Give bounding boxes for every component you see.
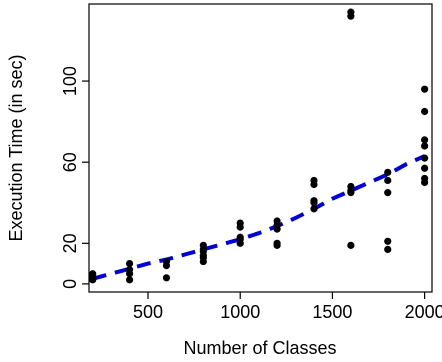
data-points-layer — [89, 8, 429, 284]
data-point — [347, 8, 355, 16]
data-point — [384, 237, 392, 245]
data-point — [421, 164, 429, 172]
x-axis-title: Number of Classes — [183, 338, 336, 358]
data-point — [162, 257, 171, 266]
data-point — [125, 266, 134, 274]
trend-line-layer — [92, 154, 426, 281]
data-point — [89, 270, 97, 278]
x-tick-label: 1000 — [220, 302, 260, 322]
y-axis-title: Execution Time (in sec) — [6, 54, 26, 241]
data-point — [236, 233, 244, 241]
data-point — [199, 241, 207, 249]
x-tick-label: 2000 — [405, 302, 442, 322]
x-tick-label: 500 — [133, 302, 163, 322]
data-point — [125, 276, 134, 284]
data-point — [125, 260, 134, 268]
y-tick-label: 20 — [60, 233, 80, 253]
data-point — [421, 85, 429, 93]
data-point — [273, 217, 281, 225]
data-point — [347, 182, 355, 191]
data-point — [384, 245, 392, 254]
y-tick-label: 100 — [60, 66, 80, 96]
data-point — [347, 241, 355, 249]
plot-frame — [88, 3, 433, 293]
data-point — [273, 239, 281, 247]
x-axis: 500 1000 1500 2000 — [133, 292, 442, 322]
data-point — [384, 176, 392, 185]
data-point — [236, 219, 244, 227]
data-point — [421, 142, 429, 150]
y-tick-label: 60 — [60, 152, 80, 172]
data-point — [162, 274, 171, 282]
data-point — [421, 136, 429, 144]
data-point — [384, 189, 392, 197]
data-point — [310, 197, 318, 205]
data-point — [384, 168, 392, 176]
data-point — [421, 154, 429, 162]
data-point — [421, 174, 429, 183]
y-axis: 0 20 60 100 — [60, 66, 89, 289]
y-tick-label: 0 — [60, 279, 80, 289]
data-point — [421, 107, 429, 116]
x-tick-label: 1500 — [312, 302, 352, 322]
trend-line — [92, 154, 426, 281]
data-point — [310, 176, 318, 185]
data-point — [310, 205, 318, 213]
